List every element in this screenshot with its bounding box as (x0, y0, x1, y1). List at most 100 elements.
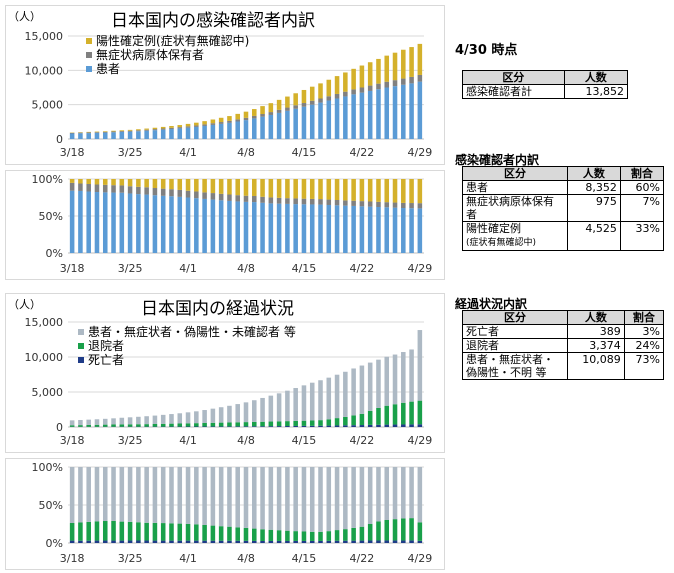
bar-asymptomatic (78, 183, 83, 191)
bar-recovered (293, 420, 298, 426)
bar-patients (409, 208, 414, 253)
bar-other (268, 395, 274, 422)
bar-deaths (401, 540, 406, 543)
bar-pending (111, 179, 116, 186)
bar-recovered (285, 421, 290, 427)
breakdown-label-cell: 陽性確定例 (症状有無確認中) (462, 221, 568, 251)
bar-deaths (301, 540, 307, 543)
bar-recovered (144, 424, 149, 427)
bar-patients (243, 120, 249, 139)
bar-asymptomatic (351, 89, 356, 95)
bar-deaths (260, 540, 265, 543)
bar-pending (127, 179, 133, 187)
x-tick-label: 4/1 (179, 434, 197, 447)
bar-recovered (235, 422, 240, 427)
bar-patients (152, 195, 158, 253)
bar-pending (136, 179, 141, 187)
bar-deaths (202, 540, 207, 543)
bar-recovered (94, 424, 100, 427)
breakdown-header-ratio: 割合 (619, 166, 665, 181)
bar-patients (318, 102, 323, 139)
x-tick-label: 3/18 (60, 146, 85, 159)
x-tick-label: 4/22 (350, 552, 375, 565)
bar-other (252, 400, 257, 422)
bar-other (235, 467, 240, 528)
bar-pending (169, 179, 174, 190)
bar-deaths (309, 425, 315, 427)
bar-pending (309, 179, 315, 199)
bar-pending (152, 127, 158, 130)
bar-deaths (235, 426, 240, 427)
bar-asymptomatic (169, 127, 174, 130)
bar-asymptomatic (343, 91, 348, 97)
bar-asymptomatic (69, 132, 75, 134)
bar-asymptomatic (218, 193, 224, 201)
progress-count: 389 (567, 324, 625, 339)
x-tick-label: 4/29 (408, 146, 433, 159)
bar-other (78, 420, 83, 426)
bar-pending (144, 128, 149, 130)
bar-patients (194, 198, 199, 253)
bar-deaths (417, 424, 423, 427)
table-row: 患者・無症状者・偽陽性・不明 等 10,089 73% (462, 352, 665, 380)
bar-deaths (243, 426, 249, 427)
bar-patients (235, 121, 240, 139)
bar-other (392, 354, 398, 405)
bar-patients (252, 118, 257, 139)
bar-asymptomatic (326, 96, 332, 101)
bar-asymptomatic (384, 202, 390, 208)
bar-deaths (392, 540, 398, 543)
bar-deaths (276, 540, 282, 543)
bar-pending (384, 55, 390, 82)
bar-asymptomatic (376, 201, 381, 207)
progress-title: 経過状況内訳 (455, 297, 528, 311)
bar-deaths (102, 540, 108, 543)
legend-label: 患者 (96, 62, 120, 76)
bar-deaths (227, 540, 232, 543)
bar-deaths (252, 426, 257, 427)
x-tick-label: 4/15 (292, 552, 317, 565)
bar-deaths (367, 540, 373, 543)
bar-asymptomatic (268, 112, 274, 115)
bar-deaths (285, 426, 290, 427)
bar-patients (260, 116, 265, 139)
bar-recovered (334, 530, 340, 541)
bar-patients (119, 131, 125, 139)
bar-asymptomatic (202, 192, 207, 199)
bar-patients (169, 196, 174, 253)
progress-label: 死亡者 (462, 324, 568, 339)
bar-recovered (94, 521, 100, 541)
bar-pending (401, 179, 406, 203)
bar-deaths (235, 540, 240, 543)
legend-label: 死亡者 (88, 353, 124, 367)
bar-patients (268, 114, 274, 139)
bar-recovered (285, 530, 290, 541)
breakdown-ratio: 7% (619, 194, 665, 222)
bar-other (301, 385, 307, 421)
bar-recovered (169, 523, 174, 541)
bar-patients (152, 130, 158, 139)
bar-recovered (268, 421, 274, 427)
bar-pending (243, 179, 249, 196)
bar-recovered (136, 522, 141, 541)
bar-recovered (152, 522, 158, 541)
bar-recovered (268, 529, 274, 541)
bar-asymptomatic (185, 190, 191, 198)
bar-deaths (194, 540, 199, 544)
bar-asymptomatic (94, 184, 100, 193)
bar-other (202, 467, 207, 525)
bar-patients (119, 192, 125, 253)
bar-recovered (185, 423, 191, 427)
bar-patients (293, 204, 298, 253)
bar-recovered (119, 424, 125, 427)
x-tick-label: 4/8 (237, 552, 255, 565)
table-row: 陽性確定例 (症状有無確認中) 4,525 33% (462, 221, 665, 251)
bar-pending (194, 179, 199, 192)
bar-pending (409, 179, 414, 204)
bar-pending (417, 43, 423, 75)
bar-asymptomatic (376, 83, 381, 90)
bar-recovered (392, 519, 398, 541)
bar-other (194, 411, 199, 424)
bar-other (343, 371, 348, 417)
bar-deaths (285, 540, 290, 543)
